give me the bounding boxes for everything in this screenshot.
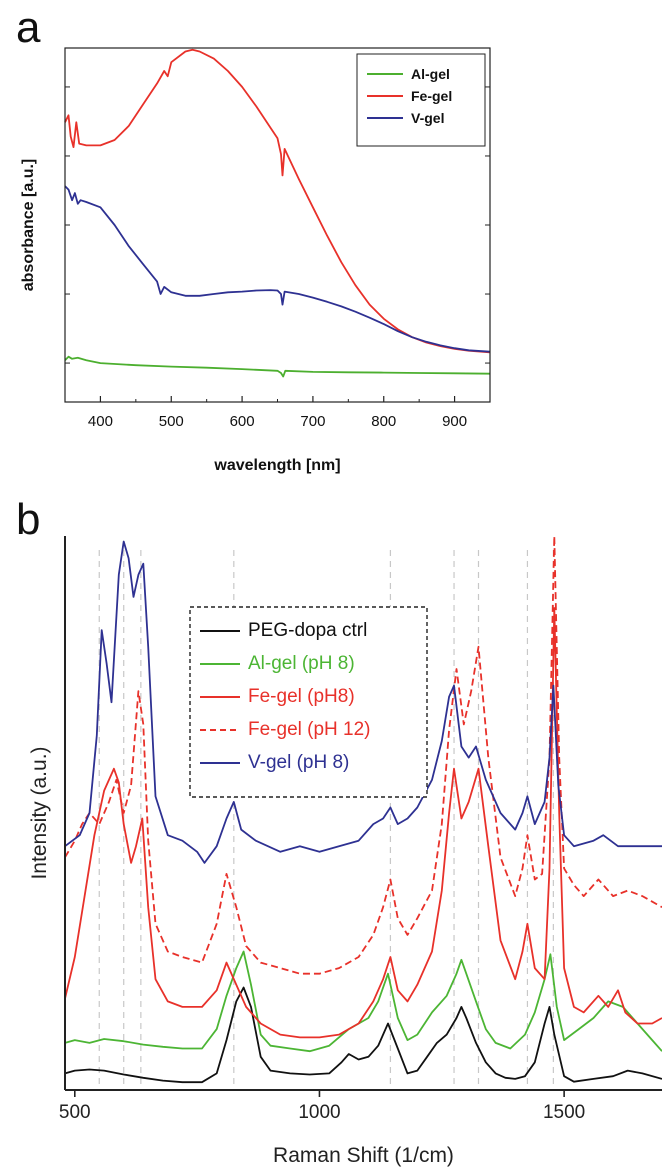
x-tick-label: 1000	[298, 1102, 340, 1123]
series-al-gel	[65, 357, 490, 377]
legend-label: Al-gel	[411, 66, 450, 82]
legend-label: Fe-gel (pH8)	[248, 686, 355, 707]
legend-label: Fe-gel	[411, 88, 452, 104]
x-axis-title: wavelength [nm]	[213, 457, 340, 474]
x-tick-label: 400	[88, 413, 113, 430]
legend-label: V-gel (pH 8)	[248, 752, 349, 773]
x-tick-label: 500	[59, 1102, 91, 1123]
legend: Al-gel Fe-gel V-gel	[357, 54, 485, 146]
series-v-gel	[65, 186, 490, 352]
legend-label: PEG-dopa ctrl	[248, 620, 367, 641]
x-tick-label: 700	[300, 413, 325, 430]
x-tick-label: 1500	[543, 1102, 585, 1123]
x-tick-label: 900	[442, 413, 467, 430]
x-axis-title: Raman Shift (1/cm)	[273, 1144, 454, 1167]
y-axis-title: Intensity (a.u.)	[28, 746, 51, 879]
legend-label: Fe-gel (pH 12)	[248, 719, 371, 740]
legend-label: V-gel	[411, 110, 444, 126]
x-tick-label: 600	[230, 413, 255, 430]
y-axis-title: absorbance [a.u.]	[20, 159, 37, 291]
legend: PEG-dopa ctrl Al-gel (pH 8) Fe-gel (pH8) Fe…	[190, 607, 427, 797]
chart-a: 400 500 600 700 800 900 wavelength [nm] absorba…	[20, 48, 490, 474]
x-tick-label: 800	[371, 413, 396, 430]
x-tick-label: 500	[159, 413, 184, 430]
chart-b: 500 1000 1500 Raman Shift (1/cm) Intensity (…	[28, 536, 662, 1167]
legend-label: Al-gel (pH 8)	[248, 653, 355, 674]
